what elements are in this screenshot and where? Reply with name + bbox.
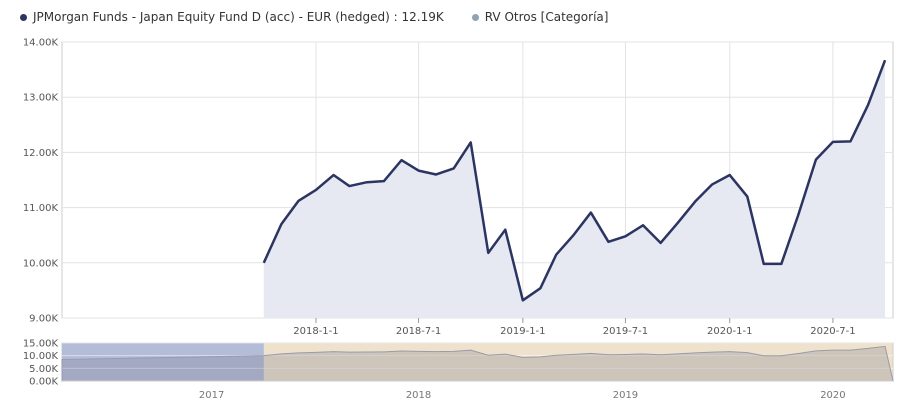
series1-line[interactable] — [262, 59, 887, 302]
x-tick-label: 2018-1-1 — [293, 326, 338, 337]
x-tick-label: 2020-7-1 — [810, 326, 855, 337]
legend-item-series1[interactable]: JPMorgan Funds - Japan Equity Fund D (ac… — [20, 10, 444, 24]
navigator-y-tick-label: 10.00K — [23, 351, 59, 362]
y-tick-label: 12.00K — [23, 148, 59, 159]
navigator-x-tick-label: 2020 — [820, 390, 845, 401]
navigator-series — [61, 345, 894, 382]
x-axis: 2018-1-1 2018-7-1 2019-1-1 2019-7-1 2020-1-1… — [293, 318, 856, 337]
x-tick-label: 2018-7-1 — [396, 326, 441, 337]
series1-area — [263, 60, 886, 318]
legend: JPMorgan Funds - Japan Equity Fund D (ac… — [20, 6, 636, 28]
y-tick-label: 13.00K — [23, 93, 59, 104]
y-axis: 9.00K 10.00K 11.00K 12.00K 13.00K 14.00K — [23, 38, 59, 325]
y-tick-label: 9.00K — [29, 314, 58, 325]
y-tick-label: 11.00K — [23, 203, 59, 214]
y-tick-label: 14.00K — [23, 38, 59, 49]
navigator-x-tick-label: 2017 — [199, 390, 224, 401]
legend-marker-series1 — [20, 13, 27, 21]
x-tick-label: 2020-1-1 — [707, 326, 752, 337]
navigator-y-tick-label: 0.00K — [29, 377, 58, 388]
main-plot — [262, 59, 887, 318]
x-tick-label: 2019-7-1 — [603, 326, 648, 337]
navigator-x-tick-label: 2019 — [613, 390, 638, 401]
legend-marker-series2 — [471, 13, 479, 21]
legend-label-series1: JPMorgan Funds - Japan Equity Fund D (ac… — [33, 10, 444, 24]
navigator-selection[interactable] — [62, 343, 264, 381]
navigator-y-tick-label: 15.00K — [23, 339, 59, 350]
legend-label-series2: RV Otros [Categoría] — [484, 10, 609, 24]
legend-item-series2[interactable]: RV Otros [Categoría] — [471, 10, 609, 24]
navigator-x-tick-label: 2018 — [406, 390, 431, 401]
x-tick-label: 2019-1-1 — [500, 326, 545, 337]
navigator-y-tick-label: 5.00K — [29, 364, 58, 375]
y-tick-label: 10.00K — [23, 258, 59, 269]
